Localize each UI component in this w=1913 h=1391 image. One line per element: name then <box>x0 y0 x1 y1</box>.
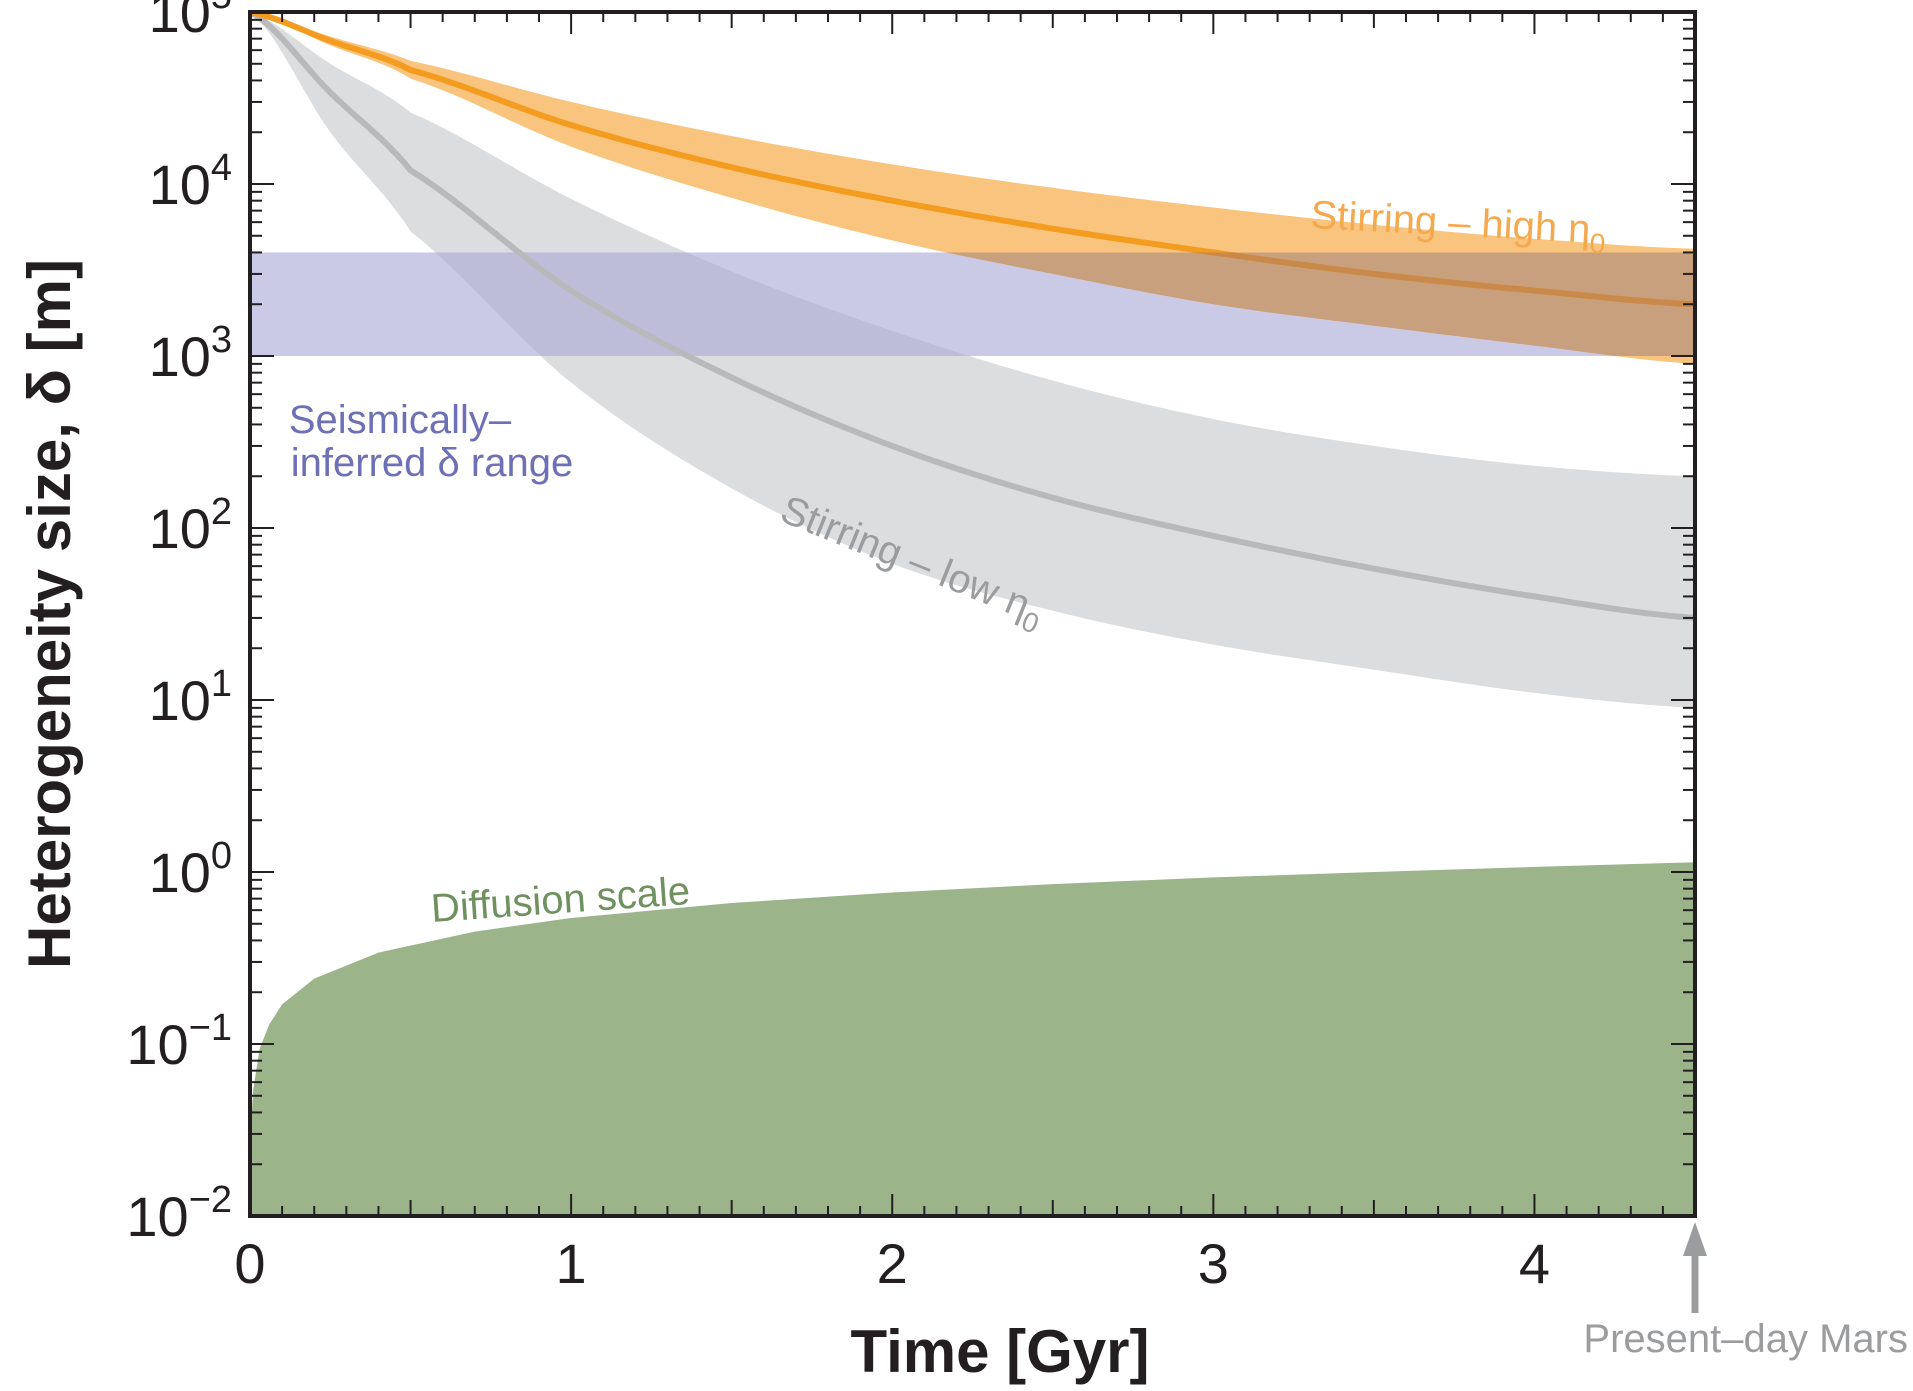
y-tick-label: 10−2 <box>126 1179 232 1248</box>
x-axis-title: Time [Gyr] <box>851 1318 1150 1385</box>
x-tick-label: 0 <box>234 1232 265 1295</box>
x-tick-label: 4 <box>1519 1232 1550 1295</box>
high-viscosity-line-overlap <box>1191 252 1695 308</box>
y-tick-label: 10−1 <box>126 1007 232 1076</box>
y-tick-label: 103 <box>149 319 232 388</box>
present-day-arrow-head <box>1683 1222 1707 1256</box>
x-tick-label: 3 <box>1198 1232 1229 1295</box>
y-tick-label: 102 <box>149 491 232 560</box>
label-present-day: Present–day Mars <box>1583 1317 1908 1361</box>
y-axis-title: Heterogeneity size, δ [m] <box>16 259 83 969</box>
low-viscosity-band <box>250 12 1695 708</box>
data-layer <box>250 12 1695 1216</box>
y-tick-label: 101 <box>149 663 232 732</box>
low-viscosity-line <box>250 12 1695 621</box>
y-tick-label: 105 <box>149 0 232 44</box>
x-tick-label: 2 <box>877 1232 908 1295</box>
diffusion-area <box>250 862 1695 1216</box>
y-tick-label: 100 <box>149 835 232 904</box>
high-seismic-overlap <box>945 252 1695 356</box>
label-seismic-line1: Seismically– <box>289 398 512 442</box>
y-tick-label: 104 <box>149 147 232 216</box>
axis-labels: 0 1 2 3 4 10−2 10−1 100 101 102 103 104 105 Time [Gyr… <box>16 0 1550 1385</box>
x-tick-label: 1 <box>556 1232 587 1295</box>
label-seismic-line2: inferred δ range <box>291 441 573 485</box>
plot-frame <box>248 10 1697 1218</box>
